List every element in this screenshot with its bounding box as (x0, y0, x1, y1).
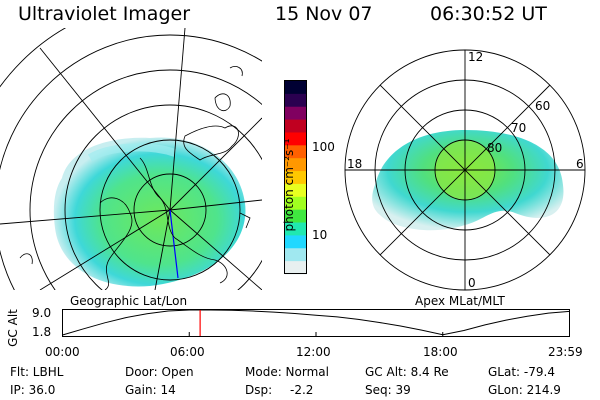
mlt-label-18: 18 (347, 157, 362, 171)
status-ip: IP: 36.0 (10, 383, 56, 397)
xtick-1200: 12:00 (296, 345, 331, 359)
colorbar-cell (285, 119, 307, 133)
colorbar-cell (285, 183, 307, 198)
xtick-0000: 00:00 (45, 345, 80, 359)
status-gc-alt: GC Alt: 8.4 Re (365, 365, 449, 379)
colorbar-tick-10: 10 (312, 228, 328, 242)
magnetic-panel-label: Apex MLat/MLT (415, 294, 505, 308)
status-gain: Gain: 14 (125, 383, 176, 397)
colorbar-cell (285, 261, 307, 275)
colorbar-cell (285, 196, 307, 211)
mlt-label-0: 0 (468, 276, 476, 290)
mlat-label-70: 70 (511, 121, 526, 135)
status-seq: Seq: 39 (365, 383, 411, 397)
mlt-label-6: 6 (576, 157, 584, 171)
colorbar-cell (285, 145, 307, 159)
status-door: Door: Open (125, 365, 194, 379)
colorbar-cell (285, 248, 307, 262)
status-mode: Mode: Normal (245, 365, 329, 379)
magnetic-polar-plot: 12 18 6 0 60 70 80 (344, 49, 586, 291)
status-dsp-label: Dsp: (245, 383, 273, 397)
geographic-panel-label: Geographic Lat/Lon (70, 294, 188, 308)
geographic-map (0, 28, 262, 290)
xtick-1800: 18:00 (423, 345, 458, 359)
colorbar (284, 80, 307, 275)
xtick-0600: 06:00 (170, 345, 205, 359)
altitude-ylabel: GC Alt (5, 309, 20, 347)
altitude-plot (62, 309, 570, 337)
colorbar-cell (285, 235, 307, 249)
colorbar-cell (285, 132, 307, 146)
xtick-2359: 23:59 (548, 345, 583, 359)
colorbar-cell (285, 106, 307, 121)
status-glat: GLat: -79.4 (488, 365, 555, 379)
time-label: 06:30:52 UT (430, 3, 547, 25)
status-dsp-value: -2.2 (290, 383, 314, 397)
date-label: 15 Nov 07 (275, 3, 373, 25)
colorbar-cell (285, 171, 307, 185)
colorbar-cell (285, 222, 307, 236)
colorbar-unit-label: photon cm⁻²s⁻¹ (282, 138, 296, 232)
status-glon: GLon: 214.9 (488, 383, 561, 397)
orbit-altitude-curve (62, 309, 570, 336)
colorbar-cell (285, 93, 307, 108)
altitude-ytick-min: 1.8 (32, 325, 52, 339)
colorbar-cell (285, 209, 307, 224)
status-filter: Flt: LBHL (10, 365, 64, 379)
mlat-label-60: 60 (535, 99, 550, 113)
colorbar-cell (285, 81, 307, 95)
colorbar-tick-100: 100 (312, 140, 335, 154)
instrument-title: Ultraviolet Imager (18, 3, 191, 25)
mlat-label-80: 80 (487, 141, 502, 155)
mlt-label-12: 12 (468, 50, 483, 64)
altitude-ytick-max: 9.0 (32, 306, 52, 320)
colorbar-cell (285, 158, 307, 172)
